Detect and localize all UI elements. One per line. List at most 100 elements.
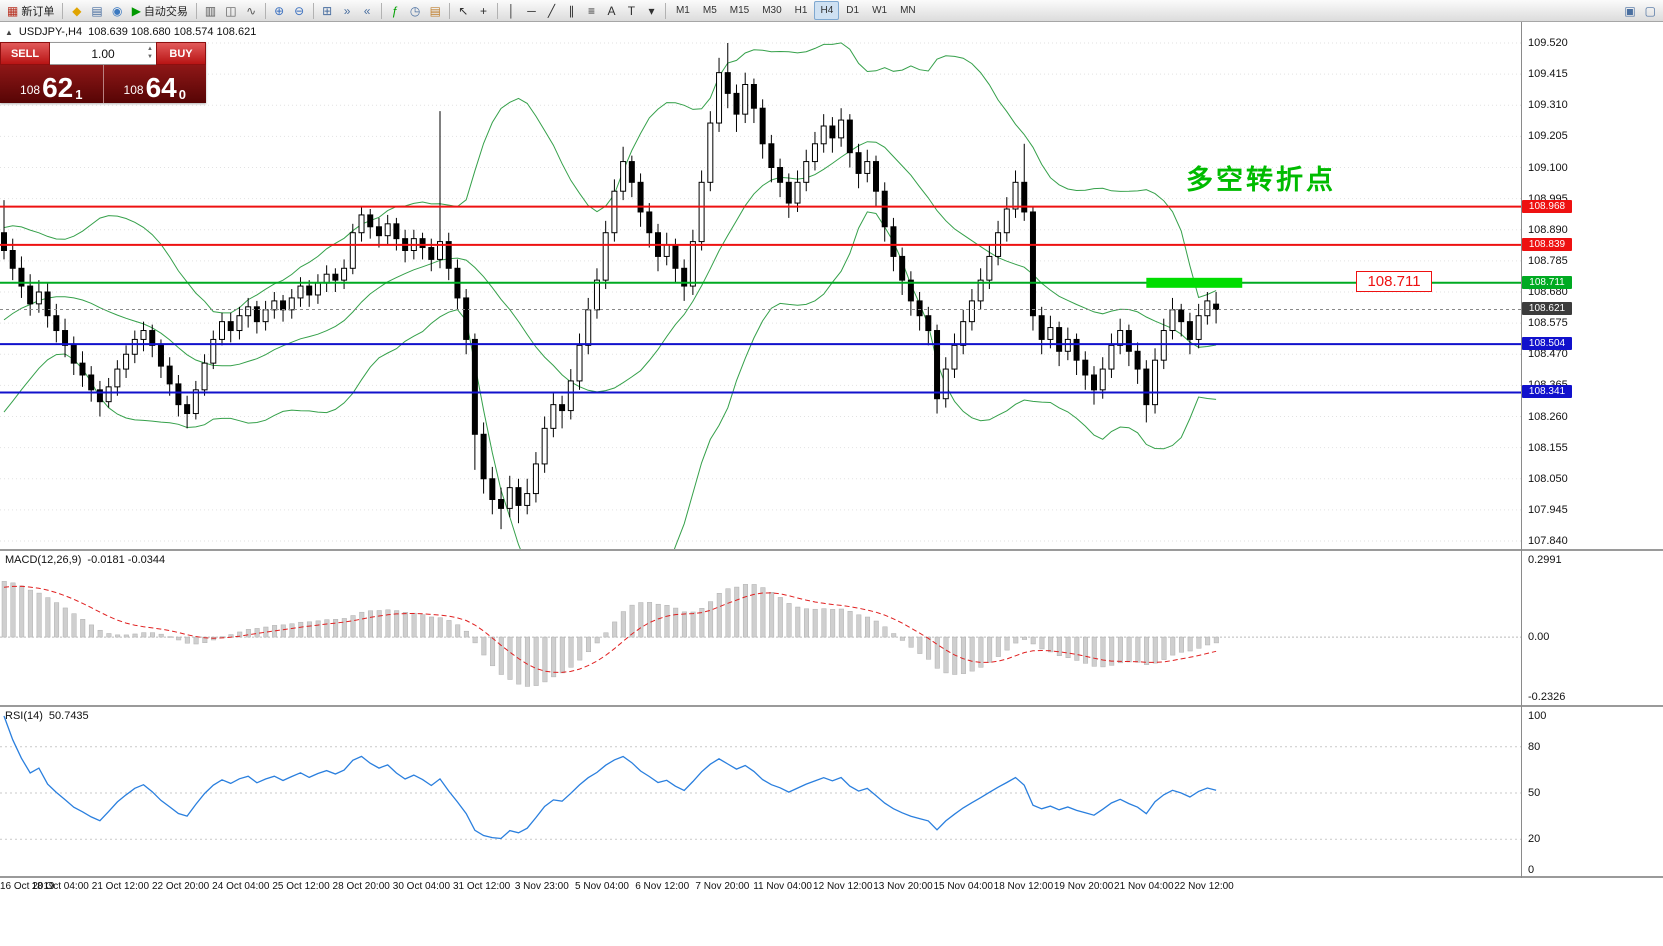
timeframe-m5-button[interactable]: M5 <box>697 1 723 20</box>
volume-down-icon[interactable]: ▼ <box>147 54 153 60</box>
trade-panel-toggle-icon[interactable]: ▲ <box>5 27 13 37</box>
timeframe-m30-button-label: M30 <box>762 5 782 16</box>
candlestick-chart-icon-glyph: ◫ <box>225 3 237 18</box>
buy-button[interactable]: BUY <box>156 42 206 65</box>
time-axis-label: 5 Nov 04:00 <box>575 881 629 892</box>
toolbar-separator-2 <box>195 2 197 19</box>
bar-chart-icon[interactable]: ▥ <box>201 1 220 20</box>
channel-icon-glyph: ∥ <box>568 3 575 18</box>
help-icon-glyph: ◉ <box>111 3 123 18</box>
channel-icon[interactable]: ∥ <box>562 1 581 20</box>
pane-separator[interactable] <box>0 705 1663 707</box>
timeframe-m1-button[interactable]: M1 <box>670 1 696 20</box>
pane-separator[interactable] <box>0 549 1663 551</box>
toolbar-separator-6 <box>448 2 450 19</box>
volume-up-icon[interactable]: ▲ <box>147 46 153 52</box>
cursor-icon[interactable]: ↖ <box>454 1 473 20</box>
rsi-chart-canvas[interactable] <box>0 707 1521 876</box>
fibonacci-icon-glyph: ≡ <box>587 3 595 18</box>
crosshair-icon-glyph: + <box>479 3 487 18</box>
periods-icon[interactable]: ◷ <box>406 1 425 20</box>
timeframe-h1-button-label: H1 <box>794 5 808 16</box>
shapes-dropdown-icon[interactable]: ▾ <box>642 1 661 20</box>
timeframe-m1-button-label: M1 <box>675 5 690 16</box>
new-order-button-label: 新订单 <box>21 5 55 18</box>
macd-axis-tick: -0.2326 <box>1528 691 1566 703</box>
price-axis-tick: 108.890 <box>1528 223 1568 236</box>
dock-window-icon[interactable]: ▣ <box>1620 1 1639 20</box>
sell-price-big: 62 <box>42 72 74 103</box>
periods-icon-glyph: ◷ <box>409 3 421 18</box>
time-axis-label: 22 Nov 12:00 <box>1174 881 1234 892</box>
indicators-icon[interactable]: ƒ <box>386 1 405 20</box>
trendline-icon[interactable]: ╱ <box>542 1 561 20</box>
timeframe-mn-button[interactable]: MN <box>894 1 922 20</box>
crosshair-icon[interactable]: + <box>474 1 493 20</box>
templates-icon-glyph: ▤ <box>429 3 441 18</box>
annotation-text: 多空转折点 <box>1186 165 1336 195</box>
timeframe-h1-button[interactable]: H1 <box>789 1 814 20</box>
horizontal-line-icon[interactable]: ─ <box>522 1 541 20</box>
tile-windows-icon[interactable]: ⊞ <box>318 1 337 20</box>
time-axis-label: 31 Oct 12:00 <box>452 881 511 892</box>
price-axis-tick: 108.785 <box>1528 254 1568 267</box>
timeframe-w1-button-label: W1 <box>872 5 888 16</box>
cursor-icon-glyph: ↖ <box>458 3 469 18</box>
timeframe-h4-button-label: H4 <box>820 5 834 16</box>
price-level-tag: 108.711 <box>1522 275 1572 289</box>
profiles-icon[interactable]: ▤ <box>87 1 106 20</box>
fibonacci-icon[interactable]: ≡ <box>582 1 601 20</box>
symbol-header: ▲ USDJPY-,H4 108.639 108.680 108.574 108… <box>5 26 256 38</box>
price-axis-tick: 107.840 <box>1528 535 1568 547</box>
price-axis-tick: 108.680 <box>1528 286 1568 298</box>
zoom-out-icon[interactable]: ⊖ <box>290 1 309 20</box>
timeframe-m5-button-label: M5 <box>702 5 717 16</box>
price-axis-tick: 107.945 <box>1528 503 1568 516</box>
text-icon[interactable]: A <box>602 1 621 20</box>
timeframe-m30-button[interactable]: M30 <box>756 1 787 20</box>
rsi-value: 50.7435 <box>48 710 89 722</box>
timeframe-w1-button[interactable]: W1 <box>866 1 893 20</box>
horizontal-line-icon-glyph: ─ <box>527 3 536 18</box>
auto-scroll-icon[interactable]: » <box>338 1 357 20</box>
main-toolbar: ▦ 新订单 ◆ ▤ ◉ ▶ 自动交易 ▥ ◫ ∿ ⊕ ⊖ ⊞ » « ƒ ◷ ▤ ↖ + │ ─ ╱ ∥ ≡ A T ▾ M1 M5 M15… <box>0 0 1663 22</box>
time-axis-label: 21 Nov 04:00 <box>1114 881 1174 892</box>
float-window-icon[interactable]: ▢ <box>1641 1 1660 20</box>
toolbar-separator-7 <box>496 2 498 19</box>
time-axis-label: 16 Oct 2019 <box>0 881 55 892</box>
new-order-button[interactable]: ▦ 新订单 <box>3 1 58 20</box>
timeframe-d1-button[interactable]: D1 <box>840 1 865 20</box>
sell-price-display[interactable]: 108 62 1 <box>0 65 104 103</box>
price-chart-canvas[interactable] <box>0 22 1521 549</box>
templates-icon[interactable]: ▤ <box>426 1 445 20</box>
line-chart-icon[interactable]: ∿ <box>242 1 261 20</box>
toolbar-separator-3 <box>264 2 266 19</box>
macd-axis-tick: 0.00 <box>1528 631 1550 644</box>
metaeditor-icon[interactable]: ◆ <box>67 1 86 20</box>
vertical-line-icon[interactable]: │ <box>502 1 521 20</box>
timeframe-m15-button[interactable]: M15 <box>724 1 755 20</box>
sell-price-pip: 1 <box>75 87 83 102</box>
toolbar-separator-4 <box>312 2 314 19</box>
label-icon[interactable]: T <box>622 1 641 20</box>
help-icon[interactable]: ◉ <box>108 1 127 20</box>
price-axis-tick: 109.520 <box>1528 37 1568 49</box>
timeframe-h4-button[interactable]: H4 <box>814 1 840 20</box>
price-axis[interactable]: 109.520 109.415 109.310 109.205 109.100 108.9… <box>1521 22 1663 878</box>
macd-chart-canvas[interactable] <box>0 551 1521 705</box>
sell-button[interactable]: SELL <box>0 42 50 65</box>
autotrading-button[interactable]: ▶ 自动交易 <box>128 1 192 20</box>
zoom-in-icon[interactable]: ⊕ <box>270 1 289 20</box>
time-axis-label: 12 Nov 12:00 <box>813 881 873 892</box>
shapes-dropdown-icon-glyph: ▾ <box>648 3 655 18</box>
buy-price-display[interactable]: 108 64 0 <box>103 65 206 103</box>
chart-shift-icon[interactable]: « <box>358 1 377 20</box>
buy-price-pip: 0 <box>178 87 186 102</box>
zoom-in-icon-glyph: ⊕ <box>274 3 285 18</box>
volume-input[interactable]: 1.00 ▲ ▼ <box>50 42 156 65</box>
candlestick-chart-icon[interactable]: ◫ <box>221 1 240 20</box>
time-axis[interactable]: 16 Oct 2019 18 Oct 04:00 21 Oct 12:00 22 Oc… <box>0 878 1521 896</box>
pane-separator[interactable] <box>0 876 1663 878</box>
price-axis-tick: 108.575 <box>1528 317 1568 330</box>
symbol-period-label: USDJPY-,H4 <box>18 26 83 38</box>
